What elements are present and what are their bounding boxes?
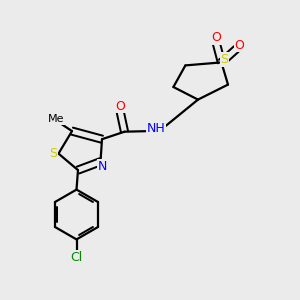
Text: Me: Me [48, 114, 64, 124]
Text: S: S [49, 147, 57, 160]
Text: O: O [115, 100, 125, 113]
Text: O: O [211, 31, 221, 44]
Text: Cl: Cl [70, 251, 83, 264]
Text: NH: NH [146, 122, 165, 135]
Text: O: O [235, 39, 244, 52]
Text: N: N [97, 160, 107, 173]
Text: S: S [220, 53, 228, 66]
